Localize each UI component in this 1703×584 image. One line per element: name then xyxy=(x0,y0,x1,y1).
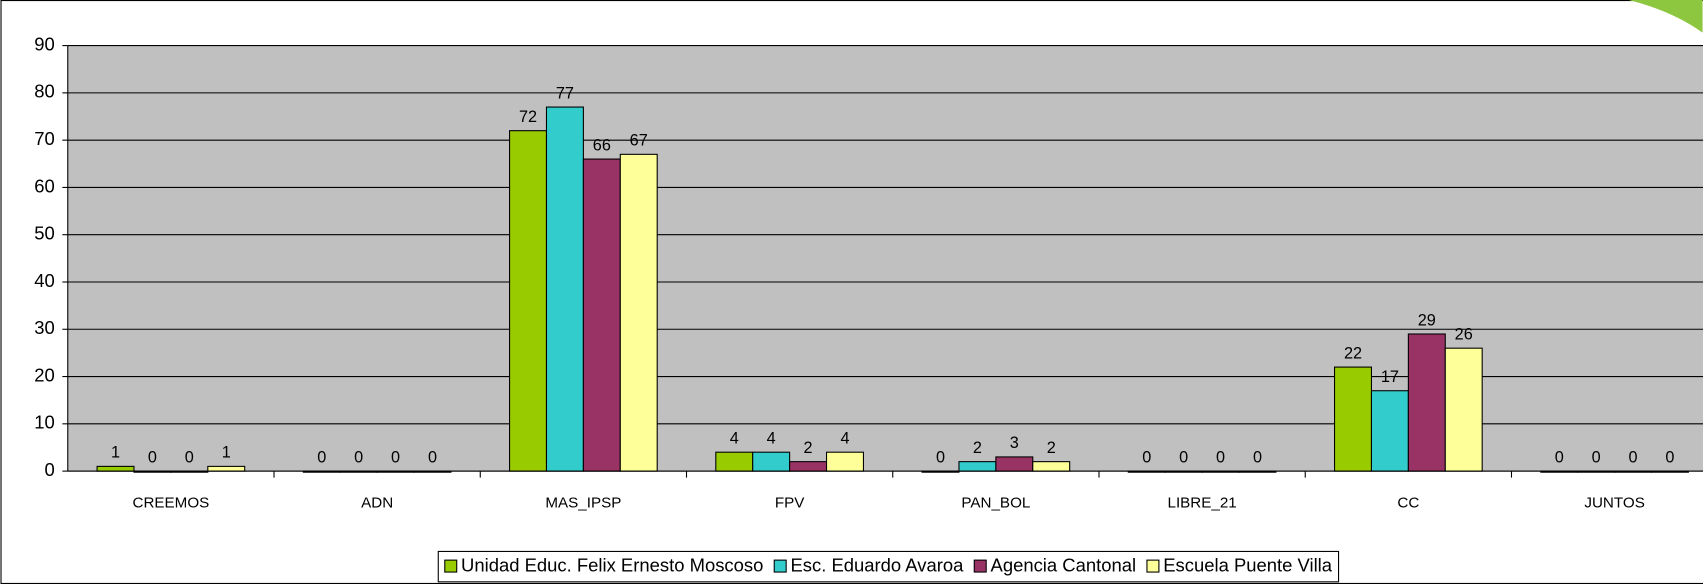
value-label: 0 xyxy=(354,448,363,466)
bar xyxy=(619,153,658,472)
x-tick-label: PAN_BOL xyxy=(961,495,1030,512)
value-label: 0 xyxy=(1179,448,1188,466)
y-tick-label: 0 xyxy=(44,459,54,480)
legend-swatch xyxy=(1146,559,1160,573)
x-tick-label: ADN xyxy=(361,495,393,512)
value-label: 0 xyxy=(185,448,194,466)
bar xyxy=(207,465,246,472)
legend-swatch xyxy=(973,559,987,573)
value-label: 0 xyxy=(936,448,945,466)
bar xyxy=(509,130,548,472)
bar xyxy=(789,461,828,472)
legend-label: Esc. Eduardo Avaroa xyxy=(791,555,965,576)
value-label: 1 xyxy=(222,444,231,462)
bar xyxy=(1370,390,1409,472)
y-tick-label: 60 xyxy=(34,175,55,196)
y-tick-label: 20 xyxy=(34,364,55,385)
x-tick-label: CC xyxy=(1397,495,1419,512)
value-label: 29 xyxy=(1418,311,1436,329)
value-label: 4 xyxy=(767,429,776,447)
value-label: 0 xyxy=(148,448,157,466)
value-label: 4 xyxy=(730,429,739,447)
value-label: 77 xyxy=(556,84,574,102)
bar xyxy=(825,451,864,472)
value-label: 0 xyxy=(1665,448,1674,466)
value-label: 22 xyxy=(1344,344,1362,362)
value-label: 0 xyxy=(391,448,400,466)
value-label: 67 xyxy=(630,132,648,150)
value-label: 0 xyxy=(317,448,326,466)
legend-label: Escuela Puente Villa xyxy=(1163,555,1333,576)
legend-box xyxy=(437,550,1340,583)
value-label: 0 xyxy=(1253,448,1262,466)
value-label: 2 xyxy=(1047,439,1056,457)
bar xyxy=(582,158,621,472)
value-label: 26 xyxy=(1455,325,1473,343)
legend-swatch xyxy=(444,559,458,573)
bar xyxy=(958,461,997,472)
value-label: 0 xyxy=(1555,448,1564,466)
value-label: 4 xyxy=(840,429,849,447)
value-label: 2 xyxy=(804,439,813,457)
x-tick-label: LIBRE_21 xyxy=(1167,495,1236,512)
y-tick-label: 90 xyxy=(34,33,55,54)
value-label: 0 xyxy=(1142,448,1151,466)
value-label: 17 xyxy=(1381,368,1399,386)
x-tick-label: JUNTOS xyxy=(1584,495,1644,512)
legend-label: Agencia Cantonal xyxy=(991,555,1137,576)
decoration xyxy=(1628,0,1703,33)
bar xyxy=(545,106,584,472)
bar xyxy=(995,456,1034,472)
legend: Unidad Educ. Felix Ernesto Moscoso Esc. E… xyxy=(437,550,1340,583)
value-label: 3 xyxy=(1010,434,1019,452)
value-label: 2 xyxy=(973,439,982,457)
bar xyxy=(752,451,791,472)
x-tick-label: MAS_IPSP xyxy=(545,495,621,512)
legend-label: Unidad Educ. Felix Ernesto Moscoso xyxy=(461,555,763,576)
value-label: 1 xyxy=(111,444,120,462)
bar xyxy=(1444,347,1483,472)
bar xyxy=(1032,461,1071,472)
y-tick-label: 80 xyxy=(34,81,55,102)
x-tick-label: FPV xyxy=(775,495,805,512)
value-label: 0 xyxy=(1629,448,1638,466)
bar xyxy=(715,451,754,472)
bar xyxy=(96,465,135,472)
bar xyxy=(1334,366,1372,472)
y-tick-label: 30 xyxy=(34,317,55,338)
value-label: 0 xyxy=(428,448,437,466)
bar xyxy=(1407,333,1446,472)
value-label: 0 xyxy=(1216,448,1225,466)
y-tick-label: 70 xyxy=(34,128,55,149)
value-label: 0 xyxy=(1592,448,1601,466)
y-tick-label: 50 xyxy=(34,223,55,244)
value-label: 72 xyxy=(519,108,537,126)
legend-swatch xyxy=(773,559,787,573)
y-tick-label: 10 xyxy=(34,412,55,433)
y-tick-label: 40 xyxy=(34,270,55,291)
value-label: 66 xyxy=(593,136,611,154)
x-tick-label: CREEMOS xyxy=(132,495,209,512)
